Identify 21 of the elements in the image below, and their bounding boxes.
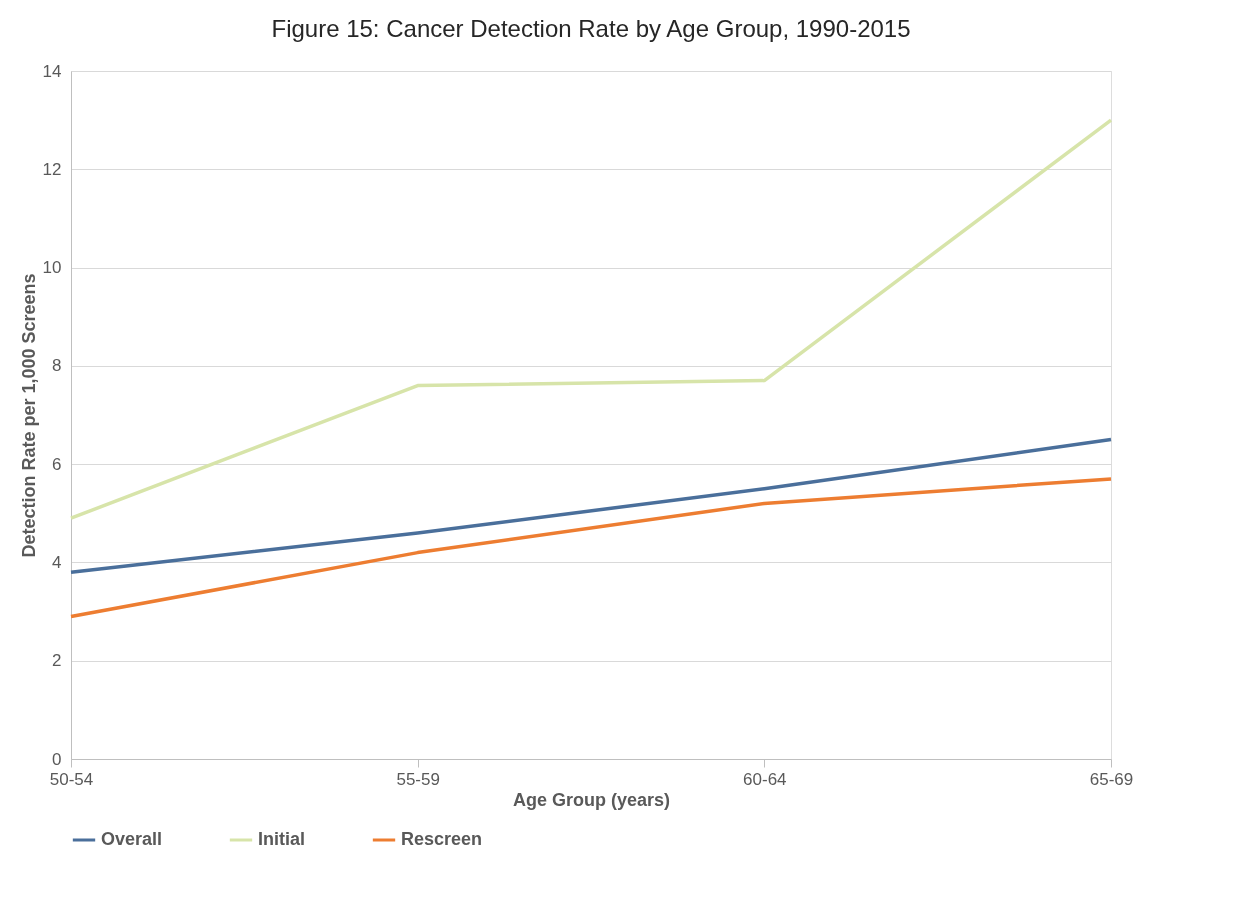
legend-label: Overall	[101, 829, 163, 849]
x-tick-label: 55-59	[396, 769, 440, 789]
line-series	[69, 118, 1113, 520]
line-series	[69, 477, 1113, 619]
x-tick-label: 60-64	[743, 769, 787, 789]
y-tick-label: 8	[52, 356, 62, 376]
x-tick-label: 50-54	[49, 769, 94, 789]
x-tick-label: 65-69	[1089, 769, 1134, 789]
legend-label: Rescreen	[401, 829, 483, 849]
y-axis-title: Detection Rate per 1,000 Screens	[18, 273, 39, 558]
y-tick-label: 6	[52, 454, 62, 474]
legend-label: Initial	[258, 829, 306, 849]
y-tick-label: 10	[42, 258, 62, 278]
line-series	[69, 437, 1113, 575]
y-tick-label: 2	[52, 651, 62, 671]
x-axis-title: Age Group (years)	[512, 789, 671, 810]
y-tick-label: 0	[52, 749, 62, 769]
y-tick-label: 4	[52, 552, 62, 572]
y-tick-label: 14	[42, 61, 62, 81]
chart-title: Figure 15: Cancer Detection Rate by Age Group, 1990-2015	[271, 15, 911, 42]
y-tick-label: 12	[42, 159, 62, 179]
